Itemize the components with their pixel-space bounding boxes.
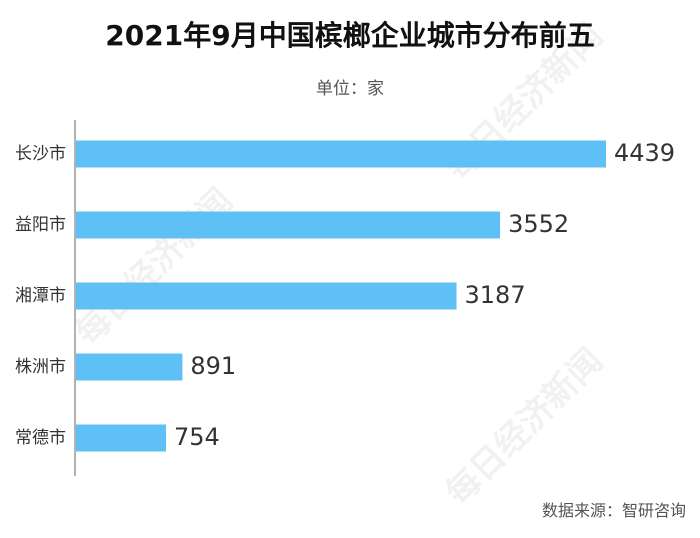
unit-label: 单位：家 [316, 79, 384, 99]
bar [76, 282, 457, 310]
bar [76, 211, 501, 239]
category-label: 湘潭市 [15, 286, 66, 306]
data-label: 4439 [614, 139, 675, 167]
bar [76, 424, 167, 452]
data-label: 3187 [465, 281, 526, 309]
data-label: 754 [174, 423, 220, 451]
category-label: 长沙市 [15, 144, 66, 164]
bars-layer: 长沙市 4439 益阳市 3552 湘潭市 3187 株洲市 891 常德市 754 [15, 139, 675, 452]
bar [76, 353, 183, 381]
category-label: 益阳市 [15, 215, 66, 235]
data-label: 891 [190, 352, 236, 380]
category-label: 常德市 [15, 428, 66, 448]
data-label: 3552 [508, 210, 569, 238]
source-label: 数据来源：智研咨询 [541, 501, 686, 520]
bar [76, 140, 606, 168]
chart-title: 2021年9月中国槟榔企业城市分布前五 [105, 19, 595, 52]
category-label: 株洲市 [15, 357, 66, 377]
